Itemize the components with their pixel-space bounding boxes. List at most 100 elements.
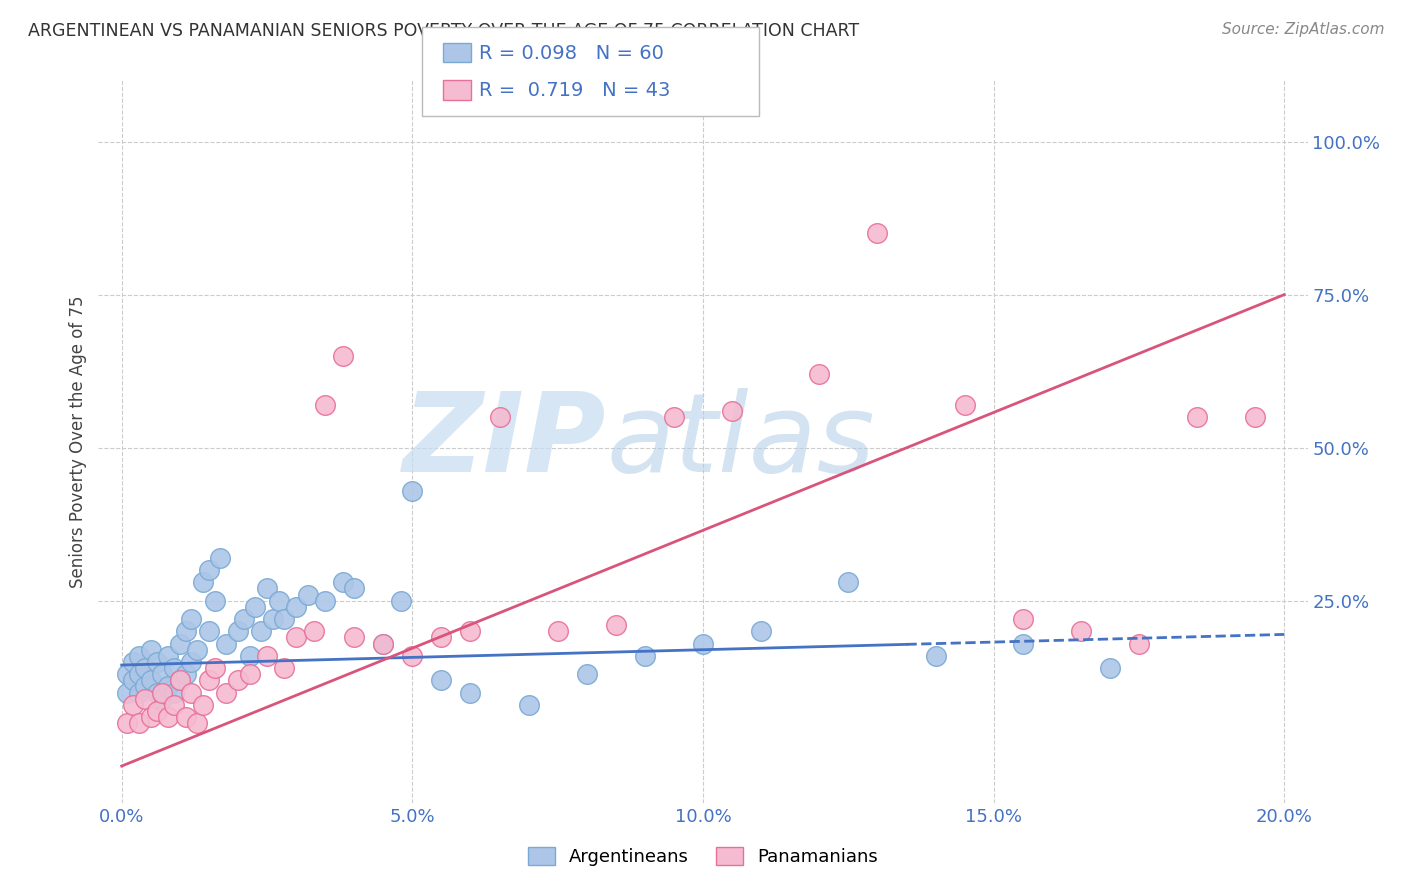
Point: [215, 637, 238, 651]
Point: [122, 655, 145, 669]
Point: [488, 410, 510, 425]
Text: atlas: atlas: [606, 388, 875, 495]
Point: [285, 599, 308, 614]
Point: [262, 612, 284, 626]
Point: [163, 685, 186, 699]
Point: [180, 685, 202, 699]
Point: [145, 655, 167, 669]
Point: [145, 704, 167, 718]
Point: [139, 710, 162, 724]
Point: [389, 593, 412, 607]
Point: [169, 637, 191, 651]
Point: [157, 710, 180, 724]
Point: [256, 582, 278, 596]
Point: [575, 667, 598, 681]
Point: [186, 642, 208, 657]
Point: [401, 483, 423, 498]
Point: [1128, 637, 1150, 651]
Point: [302, 624, 325, 639]
Point: [117, 716, 139, 731]
Point: [267, 593, 290, 607]
Point: [150, 691, 173, 706]
Point: [157, 680, 180, 694]
Point: [1011, 637, 1033, 651]
Point: [924, 648, 946, 663]
Point: [517, 698, 540, 712]
Point: [273, 661, 295, 675]
Point: [163, 661, 186, 675]
Point: [250, 624, 273, 639]
Point: [169, 673, 191, 688]
Point: [460, 685, 482, 699]
Point: [186, 716, 208, 731]
Point: [953, 398, 976, 412]
Point: [314, 398, 336, 412]
Point: [245, 599, 267, 614]
Text: R = 0.098   N = 60: R = 0.098 N = 60: [479, 44, 664, 62]
Point: [134, 691, 156, 706]
Point: [749, 624, 772, 639]
Point: [239, 648, 262, 663]
Point: [430, 631, 453, 645]
Point: [191, 698, 214, 712]
Point: [692, 637, 714, 651]
Point: [256, 648, 278, 663]
Point: [226, 624, 249, 639]
Text: Source: ZipAtlas.com: Source: ZipAtlas.com: [1222, 22, 1385, 37]
Point: [174, 624, 197, 639]
Point: [169, 673, 191, 688]
Point: [134, 680, 156, 694]
Point: [634, 648, 657, 663]
Point: [401, 648, 423, 663]
Point: [297, 588, 319, 602]
Point: [122, 673, 145, 688]
Point: [1070, 624, 1092, 639]
Point: [198, 624, 221, 639]
Point: [1098, 661, 1121, 675]
Point: [145, 685, 167, 699]
Point: [139, 642, 162, 657]
Point: [128, 685, 150, 699]
Point: [285, 631, 308, 645]
Point: [163, 698, 186, 712]
Point: [191, 575, 214, 590]
Point: [273, 612, 295, 626]
Point: [605, 618, 627, 632]
Point: [239, 667, 262, 681]
Point: [1244, 410, 1267, 425]
Point: [332, 349, 354, 363]
Point: [198, 563, 221, 577]
Point: [198, 673, 221, 688]
Point: [662, 410, 685, 425]
Point: [343, 631, 366, 645]
Point: [837, 575, 859, 590]
Point: [430, 673, 453, 688]
Point: [117, 685, 139, 699]
Point: [373, 637, 395, 651]
Point: [204, 661, 226, 675]
Point: [1011, 612, 1033, 626]
Point: [128, 716, 150, 731]
Point: [215, 685, 238, 699]
Point: [866, 227, 889, 241]
Point: [332, 575, 354, 590]
Point: [150, 667, 173, 681]
Point: [721, 404, 744, 418]
Point: [209, 550, 232, 565]
Point: [122, 698, 145, 712]
Point: [157, 648, 180, 663]
Point: [174, 667, 197, 681]
Text: ZIP: ZIP: [402, 388, 606, 495]
Point: [150, 685, 173, 699]
Text: R =  0.719   N = 43: R = 0.719 N = 43: [479, 81, 671, 100]
Text: ARGENTINEAN VS PANAMANIAN SENIORS POVERTY OVER THE AGE OF 75 CORRELATION CHART: ARGENTINEAN VS PANAMANIAN SENIORS POVERT…: [28, 22, 859, 40]
Point: [117, 667, 139, 681]
Y-axis label: Seniors Poverty Over the Age of 75: Seniors Poverty Over the Age of 75: [69, 295, 87, 588]
Point: [232, 612, 254, 626]
Point: [547, 624, 569, 639]
Point: [139, 673, 162, 688]
Point: [460, 624, 482, 639]
Point: [128, 667, 150, 681]
Point: [314, 593, 336, 607]
Point: [180, 612, 202, 626]
